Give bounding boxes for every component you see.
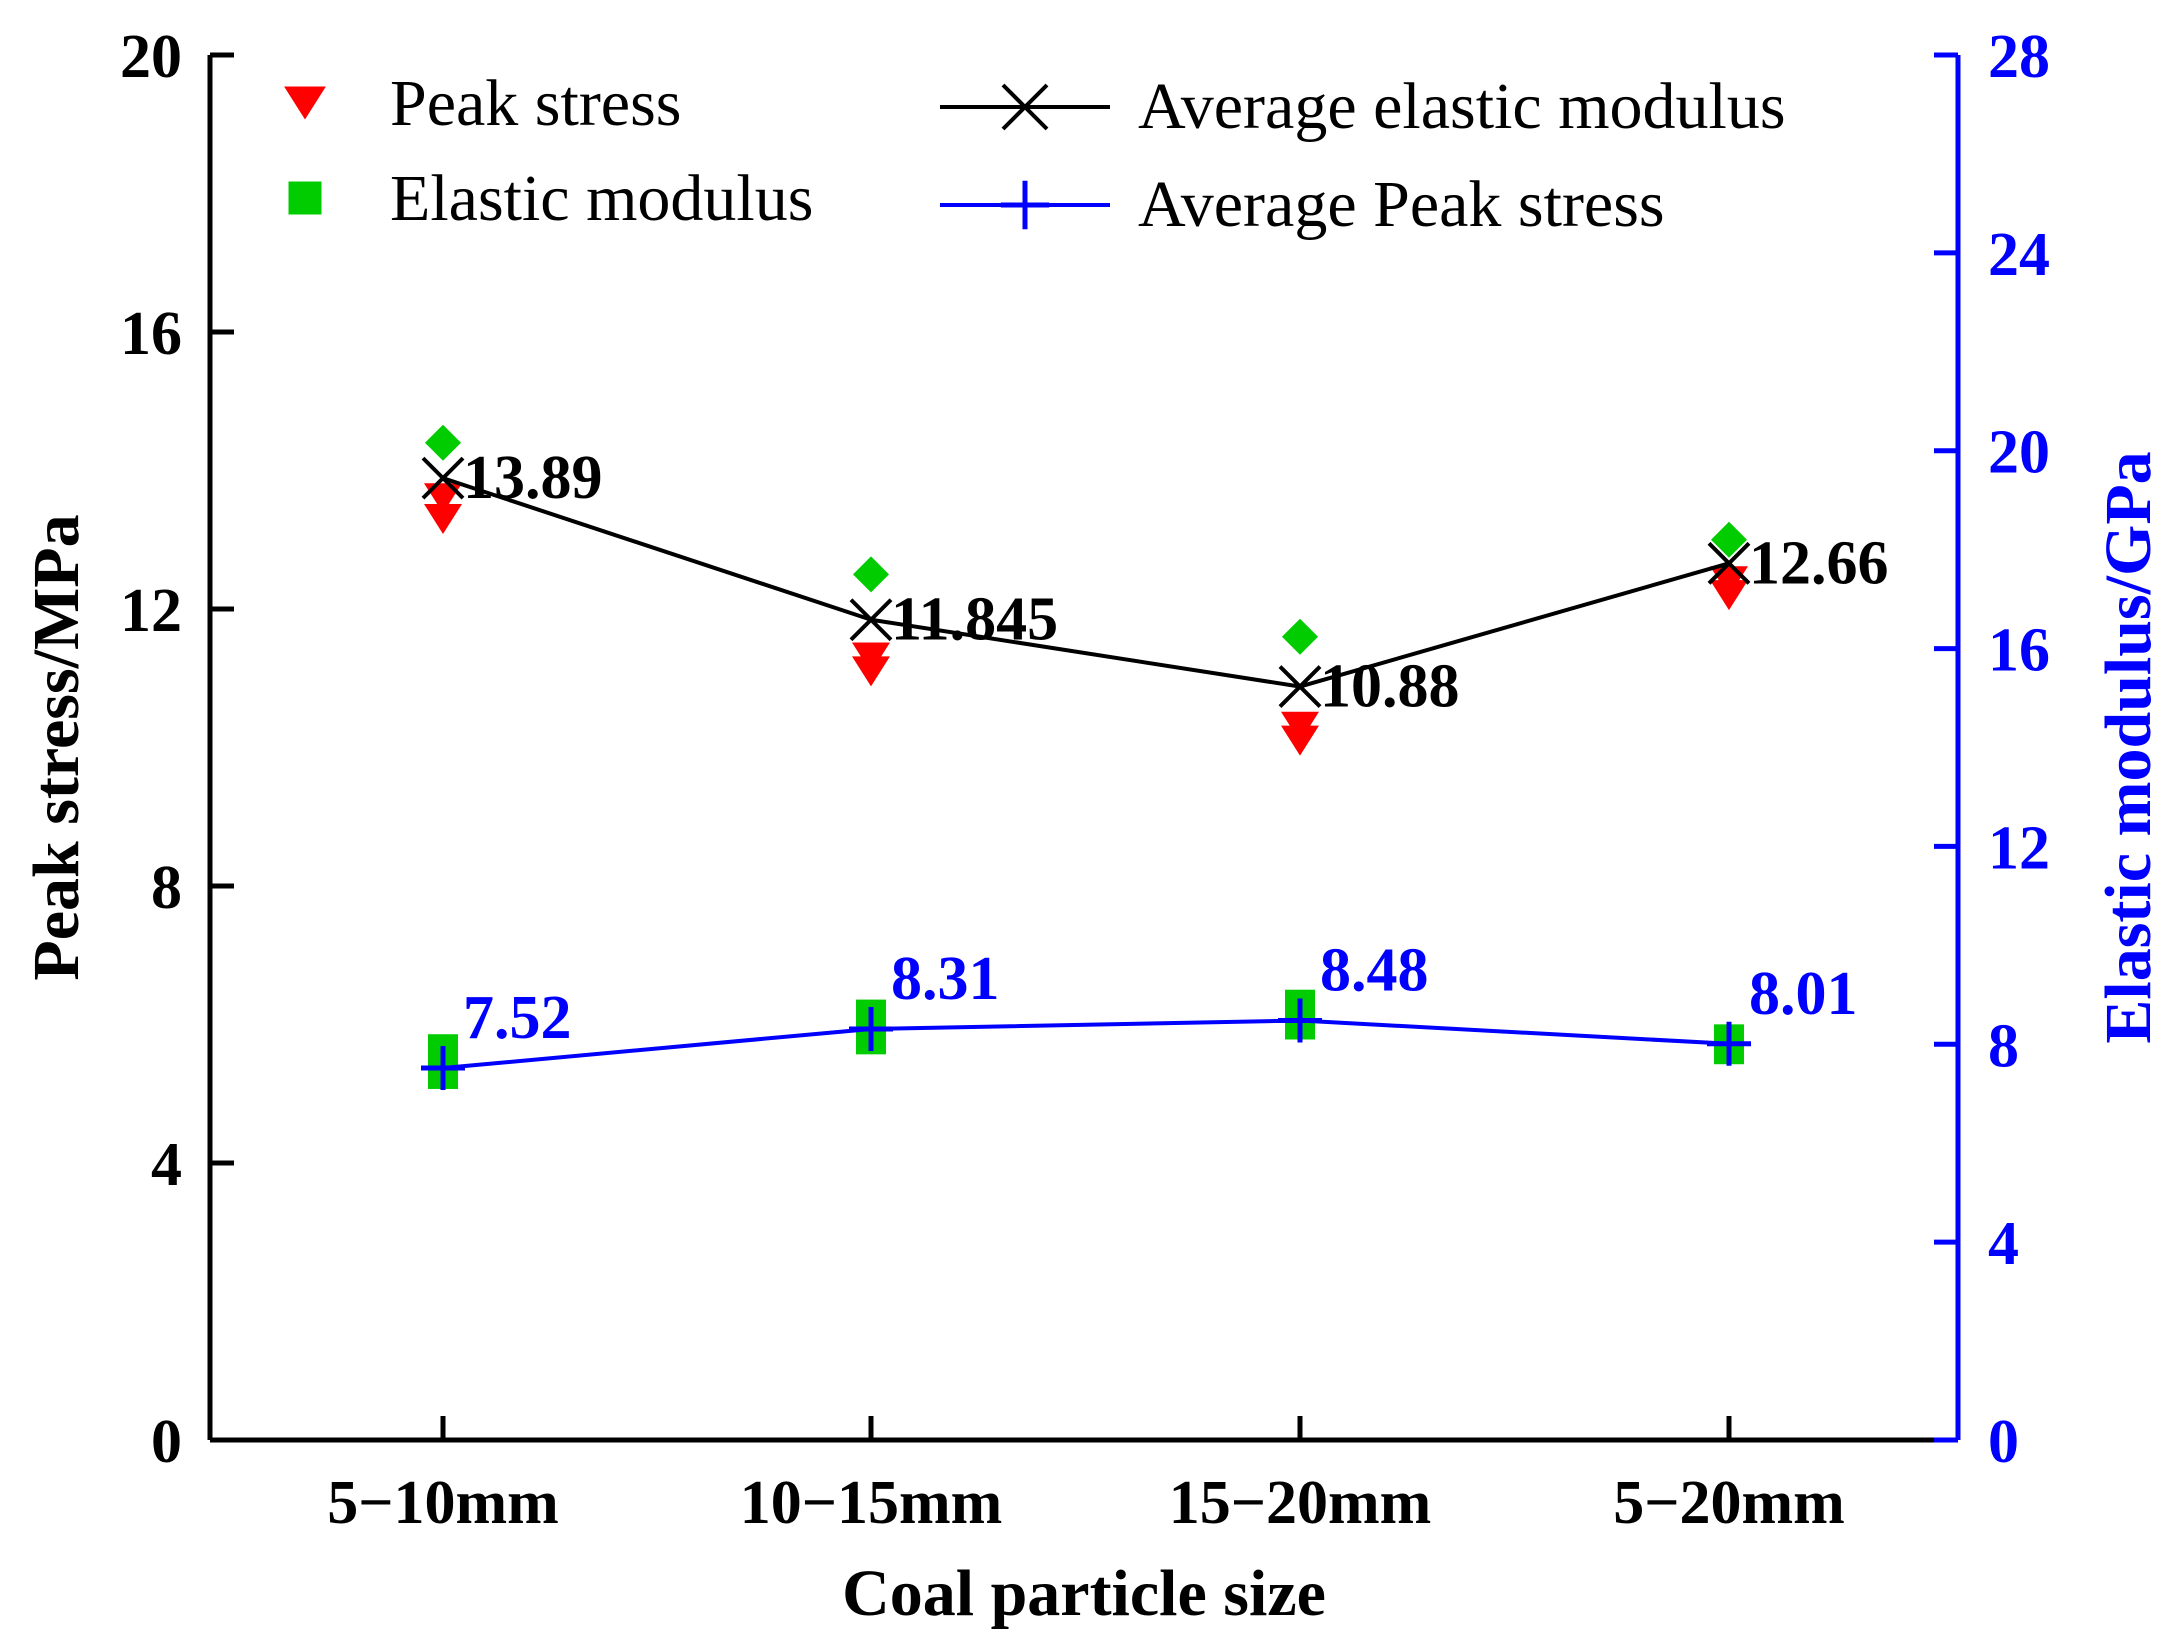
left-tick-label: 0	[151, 1408, 182, 1476]
x-tick-label: 10−15mm	[740, 1469, 1003, 1537]
average-peak-stress-data-label: 8.01	[1749, 960, 1858, 1028]
legend-peak-stress-marker	[284, 86, 326, 120]
average-peak-stress-data-label: 7.52	[463, 984, 572, 1052]
average-peak-stress-data-label: 8.31	[891, 945, 1000, 1013]
average-peak-stress-point	[1278, 998, 1322, 1043]
left-tick-label: 16	[120, 300, 182, 368]
right-tick-label: 24	[1988, 221, 2050, 289]
legend-average-elastic-modulus-marker	[1001, 83, 1049, 131]
legend-peak-stress-label: Peak stress	[390, 67, 681, 140]
average-elastic-modulus-point	[849, 598, 893, 642]
average-peak-stress-point	[849, 1006, 893, 1051]
right-tick-label: 12	[1988, 814, 2050, 882]
average-elastic-modulus-point	[1278, 665, 1322, 708]
left-tick-label: 12	[120, 577, 182, 645]
average-peak-stress-data-label: 8.48	[1320, 937, 1429, 1005]
peak-stress-point	[424, 503, 462, 534]
average-elastic-modulus-point	[1707, 541, 1751, 585]
right-tick-label: 8	[1988, 1012, 2019, 1080]
average-peak-stress-point	[421, 1046, 465, 1091]
legend-elastic-modulus-label: Elastic modulus	[390, 162, 813, 235]
legend-elastic-modulus-marker	[288, 181, 322, 215]
right-tick-label: 20	[1988, 419, 2050, 487]
average-peak-stress-line	[442, 1018, 1730, 1071]
average-elastic-modulus-data-label: 10.88	[1320, 653, 1460, 721]
average-elastic-modulus-line	[442, 476, 1730, 689]
average-elastic-modulus-point	[421, 456, 465, 500]
x-axis-title: Coal particle size	[842, 1557, 1326, 1630]
right-tick-label: 4	[1988, 1210, 2019, 1278]
legend-average-peak-stress-marker	[1000, 180, 1050, 230]
average-elastic-modulus-data-label: 11.845	[891, 586, 1058, 654]
right-tick-label: 0	[1988, 1408, 2019, 1476]
left-tick-label: 8	[151, 854, 182, 922]
legend-average-elastic-modulus-label: Average elastic modulus	[1138, 70, 1786, 143]
peak-stress-point	[1281, 725, 1319, 756]
right-axis-title: Elastic modulus/GPa	[2092, 451, 2165, 1043]
peak-stress-point	[852, 656, 890, 687]
x-tick-label: 5−10mm	[327, 1469, 559, 1537]
average-elastic-modulus-data-label: 13.89	[463, 444, 603, 512]
elastic-modulus-upper-markers-point	[1282, 618, 1318, 655]
average-peak-stress-point	[1707, 1021, 1751, 1066]
legend-average-peak-stress-label: Average Peak stress	[1138, 168, 1665, 241]
left-axis-title: Peak stress/MPa	[20, 514, 93, 980]
right-tick-label: 16	[1988, 617, 2050, 685]
elastic-modulus-upper-markers-point	[425, 424, 461, 461]
average-elastic-modulus-data-label: 12.66	[1749, 529, 1889, 597]
elastic-modulus-upper-markers-point	[1711, 521, 1747, 558]
peak-stress-point	[424, 483, 462, 514]
x-tick-label: 15−20mm	[1169, 1469, 1432, 1537]
left-tick-label: 4	[151, 1131, 182, 1199]
elastic-modulus-upper-markers-point	[853, 556, 889, 593]
x-tick-label: 5−20mm	[1613, 1469, 1845, 1537]
right-tick-label: 28	[1988, 23, 2050, 91]
left-tick-label: 20	[120, 23, 182, 91]
peak-stress-point	[1710, 580, 1748, 611]
